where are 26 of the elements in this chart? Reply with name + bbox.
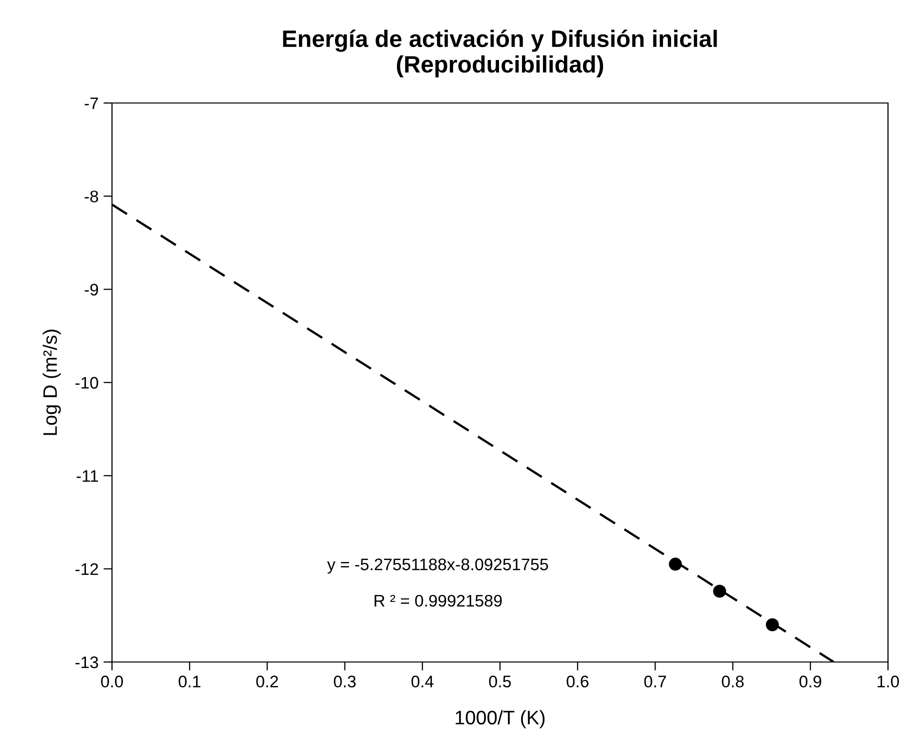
y-axis-title: Log D (m²/s) <box>42 330 61 435</box>
x-tick-label: 0.2 <box>256 676 278 688</box>
x-tick-label: 0.3 <box>334 676 356 688</box>
x-tick-label: 0.1 <box>178 676 200 688</box>
x-tick-label: 0.8 <box>722 676 744 688</box>
point <box>713 584 726 598</box>
annotation: R ² = 0.99921589 <box>374 594 502 607</box>
point <box>668 558 682 571</box>
y-tick-label: -9 <box>84 284 98 296</box>
x-tick-label: 1.0 <box>878 676 899 688</box>
y-tick-label: -8 <box>84 190 98 202</box>
y-tick-label: -7 <box>84 98 98 110</box>
y-tick-label: -10 <box>75 376 98 389</box>
y-tick-label: -12 <box>75 563 98 575</box>
x-axis-title: 1000/T (K) <box>456 710 545 728</box>
x-tick-label: 0.9 <box>799 676 822 688</box>
x-tick-label: 0.4 <box>411 676 434 688</box>
x-tick-label: 0.0 <box>101 676 123 688</box>
point <box>766 618 779 632</box>
y-tick-label: -11 <box>76 470 98 482</box>
x-tick-label: 0.5 <box>489 676 511 688</box>
x-tick-label: 0.6 <box>566 676 588 688</box>
chart-title: Energía de activación y Difusión inicial (Reproducibilidad) <box>283 30 717 78</box>
x-tick-label: 0.7 <box>644 676 666 688</box>
y-tick-label: -13 <box>75 656 98 668</box>
annotation: y = -5.27551188x-8.09251755 <box>327 558 548 574</box>
